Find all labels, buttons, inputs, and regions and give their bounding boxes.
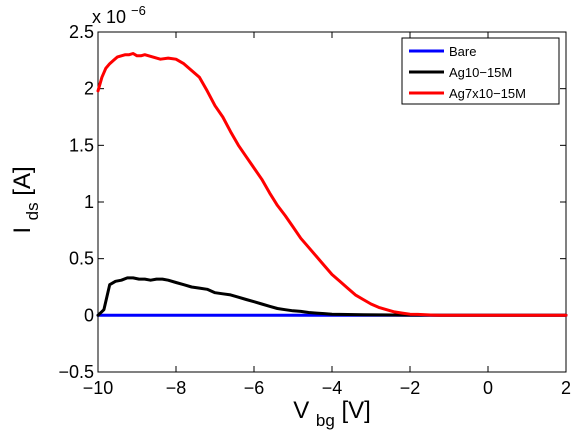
series-line-ag7x10 — [96, 52, 568, 317]
y-exponent-power: −6 — [131, 3, 146, 18]
x-axis-title: V bg [V] — [293, 397, 371, 432]
series-layer — [96, 52, 568, 317]
x-tick-label: −6 — [244, 378, 265, 398]
y-tick-label: −0.5 — [58, 362, 94, 382]
legend-label-ag7x10: Ag7x10−15M — [449, 86, 526, 101]
x-axis-title-main: V — [293, 397, 309, 424]
y-tick-label: 0.5 — [69, 249, 94, 269]
y-axis-title-main: I — [9, 227, 36, 234]
legend: Bare Ag10−15M Ag7x10−15M — [401, 37, 560, 105]
legend-label-ag10: Ag10−15M — [449, 65, 512, 80]
legend-label-bare: Bare — [449, 44, 476, 59]
y-axis-title-sub: ds — [23, 202, 42, 220]
x-tick-label: 2 — [561, 378, 571, 398]
y-tick-label: 2 — [84, 79, 94, 99]
y-exponent-base: x 10 — [92, 7, 126, 27]
y-exponent-label: x 10 −6 — [92, 3, 146, 27]
y-axis-title: I ds [A] — [9, 166, 44, 233]
ticks-layer: −10 −8 −6 −4 −2 0 2 −0.5 0 0.5 1 1.5 2 2.5 — [58, 22, 571, 398]
x-tick-label: −2 — [400, 378, 421, 398]
x-axis-title-unit: [V] — [341, 397, 370, 424]
x-tick-label: −10 — [83, 378, 114, 398]
x-tick-label: 0 — [483, 378, 493, 398]
x-tick-label: −8 — [166, 378, 187, 398]
y-tick-label: 2.5 — [69, 22, 94, 42]
x-tick-label: −4 — [322, 378, 343, 398]
y-axis-title-unit: [A] — [9, 166, 36, 195]
y-tick-label: 0 — [84, 305, 94, 325]
y-tick-label: 1 — [84, 192, 94, 212]
y-tick-label: 1.5 — [69, 135, 94, 155]
x-axis-title-sub: bg — [316, 411, 335, 430]
